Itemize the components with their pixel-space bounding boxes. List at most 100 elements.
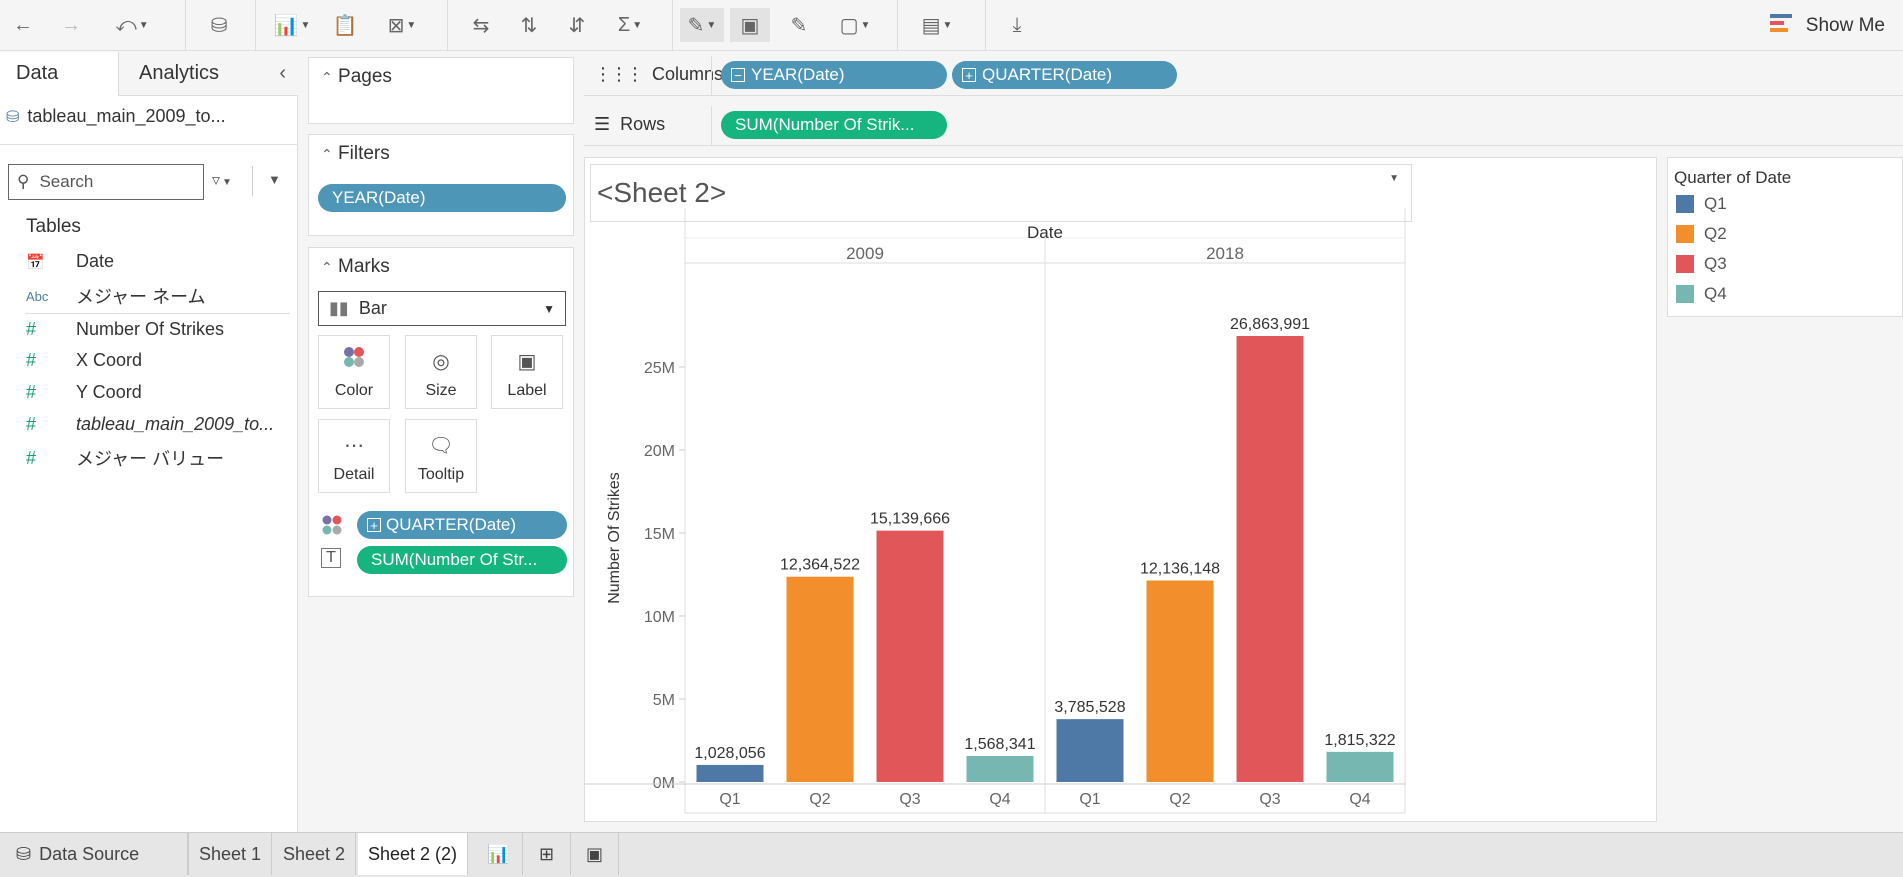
format-icon[interactable]: ✎ (790, 14, 808, 37)
rows-label: ☰ Rows (594, 114, 666, 134)
bar (966, 755, 1034, 782)
chevron-up-icon[interactable]: ⌃ (321, 259, 333, 275)
columns-pill-year[interactable]: − YEAR(Date) (721, 61, 947, 89)
chevron-down-icon[interactable]: ▼ (1389, 173, 1399, 184)
field-label: メジャー バリュー (76, 449, 225, 469)
tooltip-button[interactable]: 🗨 Tooltip (405, 419, 477, 493)
field-item[interactable]: Abc メジャー ネーム (26, 283, 206, 309)
legend-swatch (1676, 255, 1694, 273)
data-pane: Data Analytics ‹ ⛁ tableau_main_2009_to..… (0, 52, 298, 832)
color-legend: Quarter of Date Q1 Q2 Q3 Q4 (1667, 157, 1903, 317)
legend-item[interactable]: Q1 (1676, 194, 1727, 214)
new-datasource-icon[interactable]: ⛁ (210, 14, 228, 37)
tab-sheet-2-copy[interactable]: Sheet 2 (2) (358, 833, 469, 875)
field-item[interactable]: # tableau_main_2009_to... (26, 414, 274, 435)
columns-label: ⋮⋮⋮ Columns (594, 64, 724, 84)
measure-icon: # (26, 319, 37, 339)
legend-item[interactable]: Q4 (1676, 284, 1727, 304)
bar (786, 576, 854, 782)
filters-card: ⌃ Filters YEAR(Date) (308, 134, 574, 236)
viz-area: <Sheet 2> ▼ Date Number Of Strikes 0M 5M 10M… (584, 157, 1657, 822)
sheet-title[interactable]: <Sheet 2> ▼ (590, 164, 1412, 222)
color-button[interactable]: Color (318, 335, 390, 409)
tab-sheet-1[interactable]: Sheet 1 (188, 833, 273, 875)
chevron-down-icon: ▼ (543, 301, 555, 316)
bar (696, 764, 764, 782)
sort-ascending-icon[interactable]: ⇅ (520, 14, 538, 37)
show-labels-icon[interactable]: ▣ (730, 8, 770, 42)
filter-pill-year[interactable]: YEAR(Date) (318, 184, 566, 212)
bar-chart-icon: ▮▮ (329, 298, 349, 318)
pages-title: Pages (338, 66, 392, 87)
field-item[interactable]: # X Coord (26, 350, 142, 371)
columns-pill-quarter[interactable]: + QUARTER(Date) (952, 61, 1177, 89)
x-tick-label: Q2 (809, 791, 830, 808)
marks-title: Marks (338, 256, 390, 277)
tab-data[interactable]: Data (0, 52, 118, 96)
size-button[interactable]: ◎ Size (405, 335, 477, 409)
legend-item[interactable]: Q2 (1676, 224, 1727, 244)
duplicate-sheet-icon[interactable]: 📋 (332, 14, 358, 37)
sort-descending-icon[interactable]: ⇵ (568, 14, 586, 37)
legend-item[interactable]: Q3 (1676, 254, 1727, 274)
download-icon[interactable]: ⤓ (1012, 13, 1022, 36)
field-label: Y Coord (76, 382, 142, 402)
field-item[interactable]: # Number Of Strikes (26, 319, 224, 340)
color-encoding-icon (321, 514, 343, 541)
bar (1146, 580, 1214, 782)
new-story-tab-icon[interactable]: ▣ (571, 833, 619, 875)
rows-pill-sum[interactable]: SUM(Number Of Strik... (721, 111, 947, 139)
size-icon: ◎ (432, 351, 450, 373)
marks-pill-quarter[interactable]: + QUARTER(Date) (357, 511, 567, 539)
legend-swatch (1676, 225, 1694, 243)
x-tick-label: Q2 (1169, 791, 1190, 808)
field-item[interactable]: # メジャー バリュー (26, 445, 224, 471)
legend-label: Q2 (1704, 224, 1727, 243)
swap-icon[interactable]: ⇆ (472, 14, 490, 37)
totals-icon[interactable]: Σ ▼ (617, 13, 643, 36)
label-button[interactable]: ▣ Label (491, 335, 563, 409)
fit-icon[interactable]: ▢ ▼ (839, 14, 871, 37)
show-me-icon (1769, 12, 1794, 40)
bar-chart: Date Number Of Strikes 0M 5M 10M 15M 20M 25M 200… (585, 208, 1406, 814)
highlight-icon[interactable]: ✎ ▼ (680, 8, 724, 42)
marks-card: ⌃ Marks ▮▮ Bar ▼ Color ◎ Size ▣ Label ⋯ Det… (308, 247, 574, 597)
new-worksheet-tab-icon[interactable]: 📊 (475, 833, 523, 875)
filter-icon[interactable]: ▿ ▼ (212, 172, 232, 189)
presentation-icon[interactable]: ▤ ▼ (921, 14, 953, 37)
y-tick-label: 0M (653, 775, 675, 792)
datasource-name[interactable]: ⛁ tableau_main_2009_to... (6, 106, 226, 126)
tab-analytics[interactable]: Analytics ‹ (118, 52, 298, 96)
collapse-icon[interactable]: ‹ (279, 62, 286, 84)
columns-shelf[interactable]: ⋮⋮⋮ Columns − YEAR(Date) + QUARTER(Date) (584, 56, 1903, 96)
datasource-icon: ⛁ (6, 108, 20, 126)
tab-data-source[interactable]: ⛁ Data Source (0, 833, 188, 875)
chevron-up-icon[interactable]: ⌃ (321, 69, 333, 85)
x-tick-label: Q1 (719, 791, 740, 808)
field-label: メジャー ネーム (76, 287, 206, 307)
marks-pill-sum[interactable]: SUM(Number Of Str... (357, 546, 567, 574)
redo-icon[interactable]: → (61, 13, 81, 36)
rows-shelf[interactable]: ☰ Rows SUM(Number Of Strik... (584, 106, 1903, 146)
y-tick-label: 20M (644, 443, 675, 460)
field-label: tableau_main_2009_to... (76, 414, 275, 434)
field-item[interactable]: 📅 Date (26, 251, 114, 272)
new-worksheet-icon[interactable]: 📊 ▼ (273, 14, 311, 37)
rows-icon: ☰ (594, 114, 611, 134)
detail-button[interactable]: ⋯ Detail (318, 419, 390, 493)
search-field[interactable]: ⚲ Search (8, 164, 204, 200)
undo-icon[interactable]: ← (13, 13, 33, 36)
mark-type-dropdown[interactable]: ▮▮ Bar ▼ (318, 291, 566, 326)
menu-caret-icon[interactable]: ▼ (268, 172, 281, 187)
redo-dropdown-icon[interactable]: ⤺ ▼ (115, 13, 149, 36)
legend-label: Q4 (1704, 284, 1727, 303)
chevron-up-icon[interactable]: ⌃ (321, 146, 333, 162)
field-item[interactable]: # Y Coord (26, 382, 142, 403)
abc-icon: Abc (26, 288, 49, 304)
plus-box-icon: + (962, 68, 976, 83)
clear-sheet-icon[interactable]: ⊠ ▼ (387, 14, 417, 37)
show-me-button[interactable]: Show Me (1769, 12, 1885, 40)
tab-sheet-2[interactable]: Sheet 2 (273, 833, 357, 875)
legend-swatch (1676, 285, 1694, 303)
new-dashboard-tab-icon[interactable]: ⊞ (523, 833, 571, 875)
